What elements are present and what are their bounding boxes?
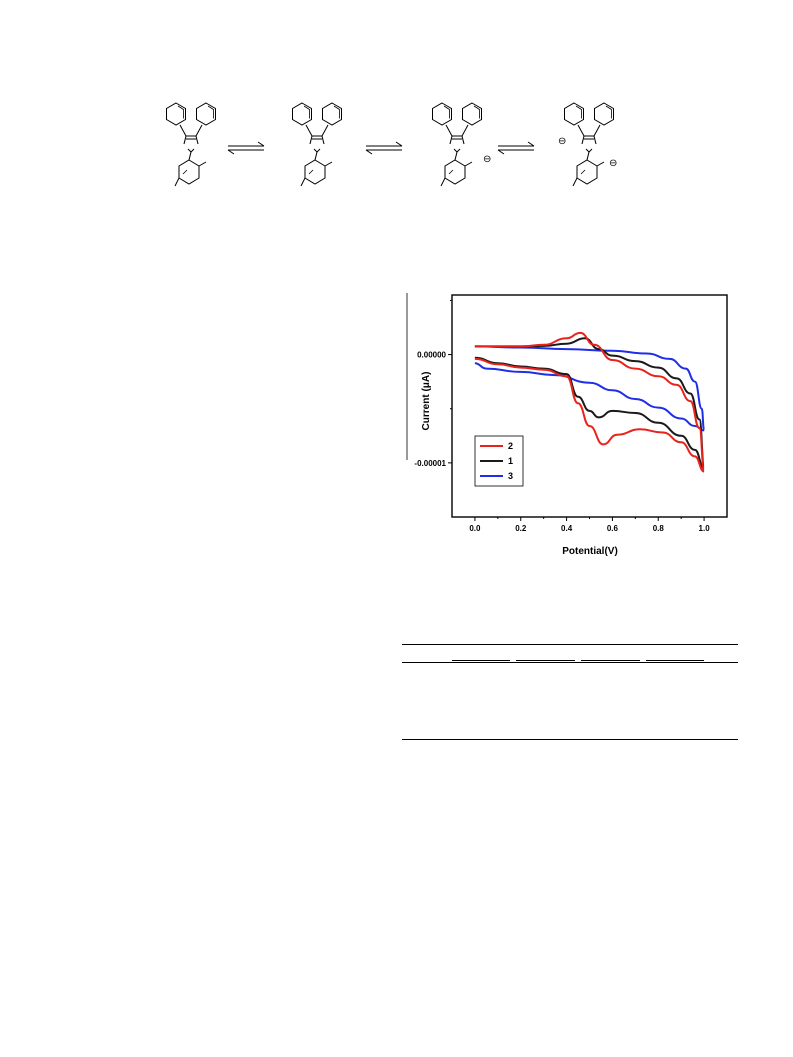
x-tick-label: 0.0: [469, 524, 481, 533]
legend-label-1: 1: [508, 456, 513, 466]
series-1-upper-line: [474, 337, 706, 468]
table-bottom-rule: [402, 739, 738, 740]
table-top-rule: [402, 644, 738, 645]
x-tick-label: 0.2: [515, 524, 527, 533]
anion-charge-1: ⊖: [483, 154, 491, 165]
cv-curves: [474, 331, 706, 473]
anion-charge-2: ⊖: [558, 136, 566, 147]
cyclic-voltammogram: 0.0 0.2 0.4 0.6 0.8 1.0 0.00000 -0.00001 Curre…: [406, 293, 728, 557]
x-axis-title: Potential(V): [562, 546, 618, 557]
x-tick-label: 0.6: [607, 524, 619, 533]
molecule-2: [293, 103, 342, 186]
series-3-upper-line: [474, 345, 706, 432]
x-axis-ticks: 0.0 0.2 0.4 0.6 0.8 1.0: [469, 517, 710, 533]
series-2-upper-line: [474, 331, 706, 472]
y-tick-label: -0.00001: [414, 459, 446, 468]
x-tick-label: 0.8: [653, 524, 665, 533]
data-table: [402, 644, 738, 742]
y-tick-label: 0.00000: [417, 351, 446, 360]
table-subheader-rule-4: [646, 660, 704, 661]
table-header-rule: [402, 662, 738, 663]
reaction-scheme: ⊖ ⊖ ⊖: [140, 80, 617, 210]
equilibrium-arrow-1: [227, 141, 265, 155]
equilibrium-arrow-2: [365, 141, 403, 155]
table-subheader-rule-3: [581, 660, 640, 661]
series-3-lower-line: [474, 362, 705, 432]
molecule-3: [433, 103, 482, 186]
legend-label-2: 2: [508, 441, 513, 451]
equilibrium-arrow-3: [497, 141, 535, 155]
series-1-lower-line: [474, 356, 705, 470]
y-axis-title: Current (μA): [421, 372, 432, 431]
chart-legend: 2 1 3: [474, 435, 524, 487]
legend-label-3: 3: [508, 471, 513, 481]
molecule-4: [565, 103, 614, 186]
table-subheader-rule-1: [452, 660, 510, 661]
x-tick-label: 0.4: [561, 524, 573, 533]
molecule-1: [167, 103, 216, 186]
x-tick-label: 1.0: [699, 524, 711, 533]
y-axis-ticks: 0.00000 -0.00001: [414, 299, 452, 468]
anion-charge-3: ⊖: [609, 158, 617, 169]
series-2-lower-line: [474, 357, 705, 473]
table-subheader-rule-2: [516, 660, 575, 661]
